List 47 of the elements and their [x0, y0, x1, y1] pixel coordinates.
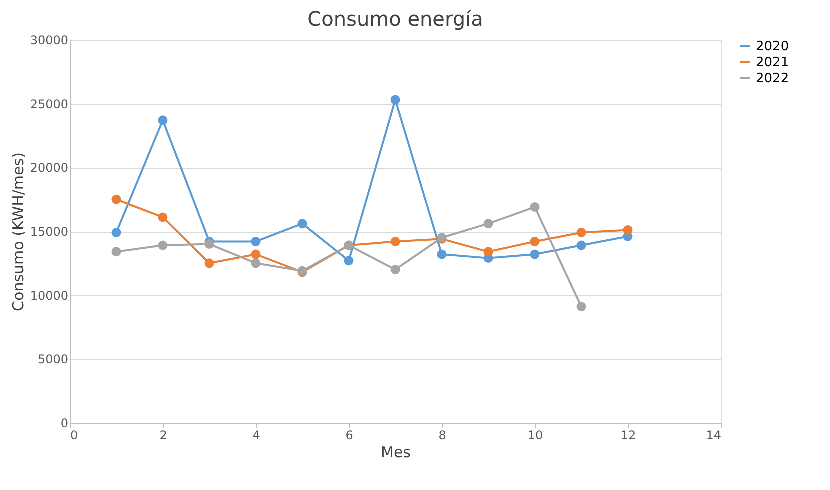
point: [158, 116, 168, 126]
legend-label: 2021: [756, 56, 790, 70]
y-axis-title: Consumo (KWH/mes): [9, 152, 28, 312]
y-tick-label: 10000: [30, 288, 68, 303]
point: [158, 212, 168, 222]
x-tick-label: 10: [528, 428, 544, 442]
point: [530, 236, 540, 246]
point: [112, 247, 122, 257]
point: [576, 302, 586, 312]
y-tick-label: 20000: [30, 161, 68, 176]
x-tick-label: 12: [620, 428, 636, 442]
point: [530, 202, 540, 212]
point: [298, 219, 308, 229]
x-tick-label: 14: [706, 428, 722, 442]
point: [251, 250, 261, 260]
point: [390, 95, 400, 105]
x-tick-label: 2: [160, 428, 168, 442]
point: [251, 236, 261, 246]
point: [204, 240, 214, 249]
point: [623, 225, 633, 235]
y-tick-label: 0: [60, 416, 68, 430]
x-tick-label: 0: [70, 428, 78, 442]
point: [344, 256, 354, 266]
x-tick-label: 6: [346, 428, 354, 442]
y-tick-label: 25000: [30, 97, 68, 112]
point: [112, 228, 122, 238]
point: [158, 240, 168, 250]
x-tick-label: 8: [438, 428, 446, 442]
point: [484, 247, 494, 257]
point: [576, 240, 586, 250]
point: [251, 258, 261, 268]
y-tick-label: 15000: [30, 225, 68, 239]
legend-label: 2022: [756, 72, 790, 86]
point: [530, 250, 540, 260]
point: [484, 219, 494, 229]
x-axis-title: Mes: [381, 444, 412, 462]
chart-title: Consumo energía: [308, 7, 484, 31]
y-tick-label: 30000: [30, 34, 68, 48]
point: [576, 228, 586, 238]
x-tick-label: 4: [252, 428, 260, 442]
point: [390, 236, 400, 246]
point: [437, 250, 447, 260]
point: [112, 194, 122, 204]
legend-label: 2020: [756, 40, 790, 54]
point: [390, 265, 400, 275]
point: [204, 258, 214, 268]
y-tick-label: 5000: [38, 352, 68, 367]
